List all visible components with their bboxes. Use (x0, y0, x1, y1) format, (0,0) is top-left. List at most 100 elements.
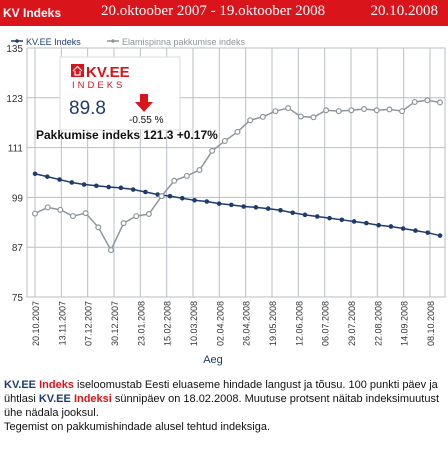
data-point (44, 204, 51, 211)
y-tick-label: 135 (6, 44, 23, 55)
desc-kv-1: KV.EE (4, 379, 37, 391)
data-point (171, 177, 178, 184)
desc-kv-2: KV.EE (38, 393, 71, 405)
data-point (120, 220, 127, 227)
data-point (323, 107, 330, 114)
data-point (204, 199, 210, 204)
data-point (118, 185, 124, 191)
x-tick-label: 26.04.2008 (242, 301, 252, 346)
x-tick-label: 15.02.2008 (163, 301, 173, 346)
data-point (107, 247, 114, 254)
data-point (290, 210, 296, 216)
data-point (335, 108, 342, 115)
legend-label-kv: KV.EE Indeks (26, 37, 81, 47)
data-point (94, 183, 99, 189)
description-line-3: Tegemist on pakkumishindade alusel tehtu… (4, 421, 270, 433)
data-point (424, 97, 431, 104)
series-line-0 (34, 173, 441, 237)
x-axis-label: Aeg (203, 354, 223, 366)
x-tick-label: 22.08.2008 (373, 301, 383, 346)
data-point (265, 206, 271, 211)
index-chart: 75 87 99 111 123 135 20.10.2007 13.11.2007 07.12… (6, 37, 446, 366)
data-point (179, 195, 185, 201)
data-point (327, 215, 332, 221)
data-point (183, 172, 190, 179)
data-point (247, 117, 254, 124)
data-point (399, 108, 406, 115)
x-tick-label: 14.09.2008 (400, 301, 410, 346)
data-point (130, 187, 136, 192)
x-tick-label: 12.06.2008 (294, 301, 304, 346)
data-point (285, 105, 292, 112)
data-point (95, 224, 102, 231)
brand-title: KV Indeks (3, 6, 62, 20)
description: KV.EE Indeks iseloomustab Eesti eluaseme… (4, 378, 444, 434)
data-point (82, 210, 89, 217)
x-tick-label: 08.10.2008 (426, 301, 436, 346)
data-point (364, 220, 369, 226)
data-point (69, 213, 76, 220)
data-point (221, 137, 228, 144)
x-tick-label: 30.12.2007 (110, 301, 120, 346)
data-point (143, 189, 148, 195)
y-tick-label: 123 (6, 94, 23, 105)
header-bar: KV Indeks 20.oktoober 2007 - 19.oktoober… (0, 0, 448, 26)
desc-text-1: iseloomustab Eesti eluaseme hindade lang… (4, 379, 438, 405)
desc-ind-1: Indeks (39, 379, 74, 391)
data-point (351, 219, 357, 224)
date-range: 20.oktoober 2007 - 19.oktoober 2008 (101, 3, 326, 19)
data-point (44, 174, 50, 179)
x-tick-label: 06.07.2008 (321, 301, 331, 346)
legend-marker-kv (15, 39, 19, 43)
data-point (145, 211, 152, 218)
data-point (196, 167, 203, 174)
data-point (411, 98, 418, 105)
data-point (348, 107, 355, 114)
data-point (234, 128, 241, 135)
data-point (425, 230, 431, 235)
data-point (400, 226, 406, 231)
desc-ind-2: Indeksi (73, 393, 112, 405)
data-point (133, 213, 140, 220)
y-tick-label: 87 (12, 243, 24, 254)
logo-house-icon (71, 64, 84, 77)
chart-legend: KV.EE Indeks Elamispinna pakkumise indek… (11, 37, 246, 47)
x-tick-label: 23.01.2008 (136, 301, 146, 346)
data-point (310, 114, 317, 121)
data-point (229, 202, 234, 208)
legend-marker-offer (111, 39, 115, 43)
data-point (216, 201, 222, 206)
data-point (297, 113, 304, 120)
legend-label-offer: Elamispinna pakkumise indeks (122, 37, 246, 47)
index-change: -0.55 % (129, 115, 164, 126)
y-tick-label: 99 (12, 193, 24, 204)
x-tick-label: 20.10.2007 (31, 301, 41, 346)
data-point (361, 106, 368, 113)
x-tick-label: 07.12.2007 (84, 301, 94, 346)
offer-index-annotation: Pakkumise indeks 121.3 +0.17% (36, 128, 218, 142)
y-tick-label: 111 (8, 144, 24, 155)
data-point (376, 222, 381, 228)
desc-text-2: sünnipäev on 18.02.2008. Muutuse protsen… (4, 393, 440, 419)
kv-index-box: KV.EE INDEKS 89.8 -0.55 % (59, 56, 181, 131)
data-point (192, 198, 197, 203)
current-date: 20.10.2008 (370, 3, 439, 19)
data-point (437, 99, 444, 106)
data-point (106, 184, 111, 190)
data-point (32, 171, 38, 177)
data-point (386, 106, 393, 113)
description-line-1: KV.EE Indeks iseloomustab Eesti eluaseme… (4, 378, 444, 420)
data-point (57, 206, 64, 213)
logo-indeks-text: INDEKS (72, 80, 125, 91)
data-point (373, 107, 380, 114)
data-point (272, 108, 279, 115)
data-point (167, 193, 173, 199)
data-point (259, 113, 266, 120)
data-point (57, 177, 62, 182)
data-point (339, 217, 345, 223)
x-tick-label: 29.07.2008 (347, 301, 357, 346)
x-tick-label: 13.11.2007 (57, 301, 67, 345)
data-point (241, 204, 246, 209)
logo-roof-icon (72, 65, 83, 76)
data-point (81, 182, 87, 187)
